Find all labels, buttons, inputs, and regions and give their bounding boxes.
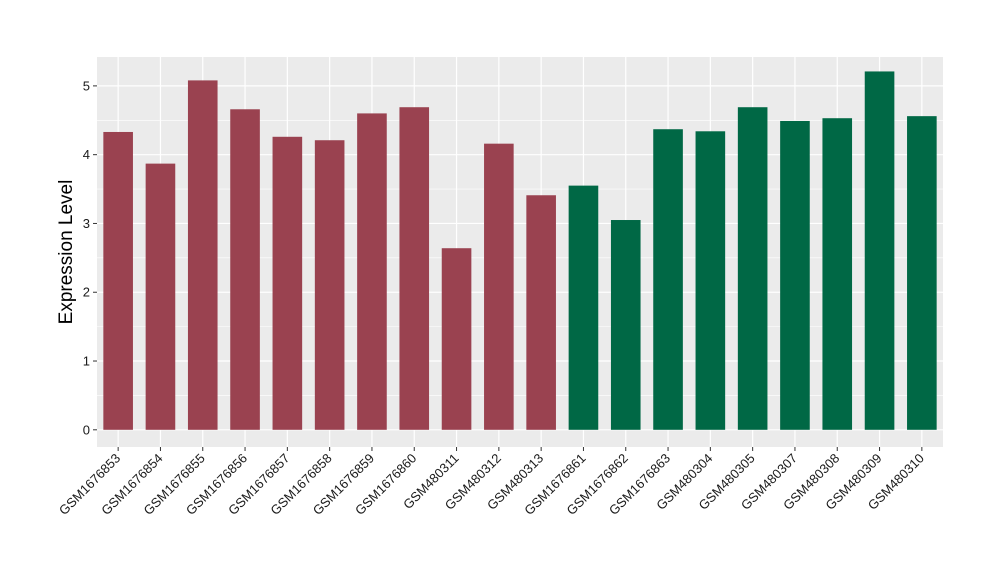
bar-gsm1676861 bbox=[568, 185, 599, 430]
bar-gsm480309 bbox=[864, 71, 895, 430]
bar-gsm1676855 bbox=[187, 80, 218, 430]
bar-gsm1676860 bbox=[399, 107, 430, 430]
y-tick-label: 5 bbox=[83, 78, 90, 93]
bar-gsm1676853 bbox=[103, 131, 133, 430]
bar-gsm1676859 bbox=[357, 113, 387, 430]
y-axis: 0 1 2 3 4 5 bbox=[83, 78, 97, 437]
bars bbox=[103, 71, 937, 430]
y-tick-label: 2 bbox=[83, 285, 90, 300]
y-tick-label: 0 bbox=[83, 422, 90, 437]
bar-gsm480313 bbox=[526, 195, 556, 430]
bar-gsm480305 bbox=[737, 107, 768, 430]
bar-gsm480310 bbox=[907, 116, 937, 430]
bar-gsm1676863 bbox=[653, 129, 683, 430]
y-tick-label: 1 bbox=[83, 354, 90, 369]
bar-gsm1676856 bbox=[230, 109, 260, 430]
bar-gsm480304 bbox=[695, 131, 726, 430]
bar-gsm1676854 bbox=[145, 163, 176, 430]
y-axis-title: Expression Level bbox=[56, 180, 77, 325]
x-axis: GSM1676853GSM1676854GSM1676855GSM1676856… bbox=[56, 447, 927, 518]
bar-gsm1676858 bbox=[314, 140, 345, 430]
y-tick-label: 3 bbox=[83, 216, 90, 231]
bar-gsm480308 bbox=[822, 118, 853, 430]
y-tick-label: 4 bbox=[83, 147, 90, 162]
bar-gsm480311 bbox=[441, 248, 472, 430]
bar-gsm480307 bbox=[780, 120, 810, 430]
bar-gsm480312 bbox=[484, 143, 514, 430]
bar-gsm1676862 bbox=[610, 220, 641, 430]
plot-panel bbox=[97, 57, 943, 447]
bar-gsm1676857 bbox=[272, 136, 303, 430]
